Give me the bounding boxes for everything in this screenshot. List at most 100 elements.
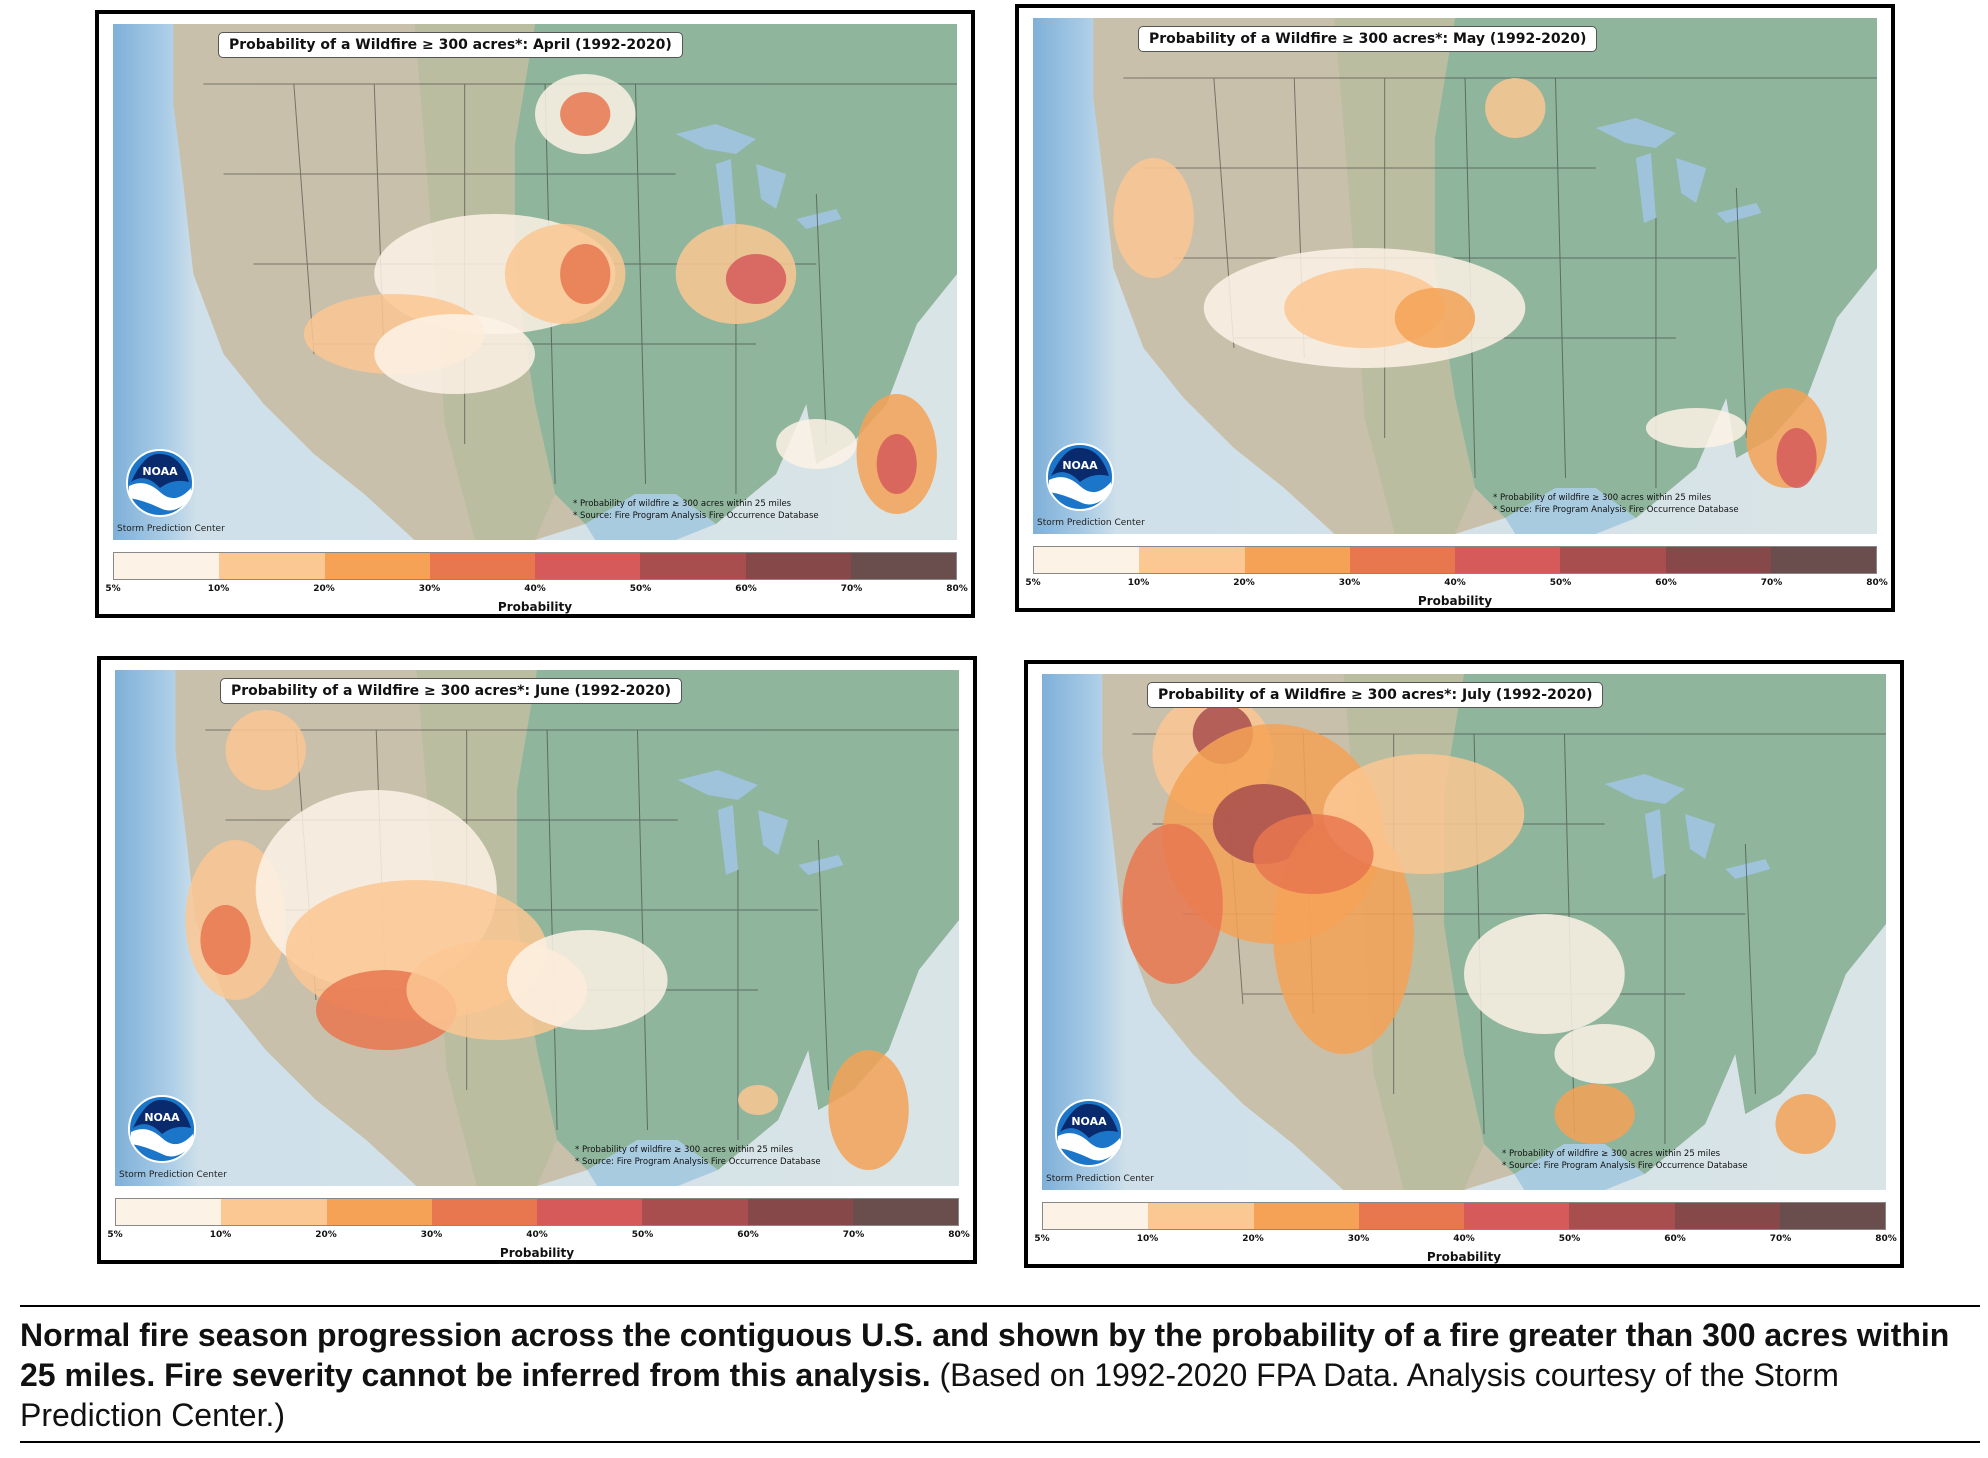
colorbar-tick-label: 5% — [1034, 1234, 1050, 1244]
colorbar-tick-label: 50% — [1558, 1234, 1581, 1244]
colorbar-tick-label: 80% — [1875, 1234, 1897, 1244]
noaa-logo: NOAA — [126, 449, 194, 517]
storm-prediction-center-label: Storm Prediction Center — [1037, 518, 1145, 528]
fire-probability-map: Probability of a Wildfire ≥ 300 acres*: … — [1042, 674, 1886, 1190]
footnote-probability: * Probability of wildfire ≥ 300 acres wi… — [1502, 1149, 1721, 1159]
colorbar-segment — [1464, 1203, 1570, 1229]
probability-area — [1323, 754, 1525, 874]
probability-overlay — [1122, 694, 1836, 1154]
map-title: Probability of a Wildfire ≥ 300 acres*: … — [220, 678, 683, 704]
probability-area — [828, 1050, 909, 1170]
colorbar-tick-label: 30% — [418, 584, 441, 594]
colorbar-segment — [852, 1199, 958, 1225]
colorbar-segment — [1455, 547, 1561, 573]
fire-probability-map: Probability of a Wildfire ≥ 300 acres*: … — [115, 670, 959, 1186]
colorbar-tick-label: 5% — [1025, 578, 1041, 588]
map-panel-4: Probability of a Wildfire ≥ 300 acres*: … — [1024, 660, 1904, 1268]
probability-area — [1113, 158, 1194, 278]
probability-area — [1776, 428, 1817, 488]
probability-area — [506, 930, 668, 1030]
colorbar-tick-label: 50% — [1549, 578, 1572, 588]
colorbar-ticks: 5% 10% 20% 30% 40% 50% 60% 70% 80% — [107, 1230, 969, 1244]
probability-area — [725, 254, 787, 304]
storm-prediction-center-label: Storm Prediction Center — [117, 524, 225, 534]
colorbar-segment — [114, 553, 220, 579]
svg-text:NOAA: NOAA — [144, 1111, 180, 1124]
colorbar-tick-label: 20% — [1242, 1234, 1264, 1244]
colorbar-tick-label: 30% — [420, 1230, 443, 1240]
map-panel-3: Probability of a Wildfire ≥ 300 acres*: … — [97, 656, 977, 1264]
colorbar-segment — [1148, 1203, 1254, 1229]
svg-text:NOAA: NOAA — [142, 465, 178, 478]
probability-overlay — [303, 74, 937, 514]
colorbar-segment — [1244, 547, 1350, 573]
svg-text:NOAA: NOAA — [1062, 459, 1098, 472]
colorbar-tick-label: 30% — [1347, 1234, 1370, 1244]
fire-probability-map: Probability of a Wildfire ≥ 300 acres*: … — [113, 24, 957, 540]
colorbar-segment — [431, 1199, 537, 1225]
footnote-source: * Source: Fire Program Analysis Fire Occ… — [575, 1157, 821, 1167]
colorbar-segment — [537, 1199, 643, 1225]
colorbar-ticks: 5% 10% 20% 30% 40% 50% 60% 70% 80% — [1025, 578, 1887, 592]
colorbar-segment — [1560, 547, 1666, 573]
probability-area — [1394, 288, 1476, 348]
map-footnote: * Probability of wildfire ≥ 300 acres wi… — [573, 498, 819, 522]
colorbar-tick-label: 30% — [1338, 578, 1361, 588]
colorbar-segment — [326, 1199, 432, 1225]
probability-area — [1645, 408, 1747, 448]
fire-probability-map: Probability of a Wildfire ≥ 300 acres*: … — [1033, 18, 1877, 534]
colorbar-tick-label: 50% — [629, 584, 652, 594]
colorbar-segment — [219, 553, 325, 579]
colorbar-segment — [745, 553, 851, 579]
colorbar-segment — [642, 1199, 748, 1225]
colorbar-segment — [1253, 1203, 1359, 1229]
noaa-logo: NOAA — [128, 1095, 196, 1163]
probability-area — [776, 419, 857, 469]
map-footnote: * Probability of wildfire ≥ 300 acres wi… — [575, 1144, 821, 1168]
colorbar-tick-label: 70% — [842, 1230, 865, 1240]
colorbar-segment — [1043, 1203, 1149, 1229]
colorbar-segment — [429, 553, 535, 579]
colorbar-tick-label: 60% — [1655, 578, 1677, 588]
probability-area — [1554, 1024, 1655, 1084]
colorbar-segment — [116, 1199, 222, 1225]
probability-area — [1464, 914, 1625, 1034]
colorbar-tick-label: 40% — [526, 1230, 548, 1240]
colorbar-segment — [1349, 547, 1455, 573]
colorbar-label: Probability — [497, 600, 573, 614]
colorbar-tick-label: 60% — [737, 1230, 759, 1240]
noaa-logo: NOAA — [1055, 1099, 1123, 1167]
colorbar-segment — [1358, 1203, 1464, 1229]
colorbar-tick-label: 5% — [107, 1230, 123, 1240]
colorbar-segment — [1779, 1203, 1885, 1229]
colorbar-segment — [1139, 547, 1245, 573]
probability-area — [1253, 814, 1374, 894]
probability-overlay — [185, 710, 909, 1170]
map-panel-1: Probability of a Wildfire ≥ 300 acres*: … — [95, 10, 975, 618]
colorbar — [113, 552, 957, 580]
colorbar-tick-label: 70% — [840, 584, 863, 594]
probability-area — [1554, 1084, 1635, 1144]
colorbar-segment — [1569, 1203, 1675, 1229]
colorbar-tick-label: 70% — [1769, 1234, 1792, 1244]
colorbar — [1033, 546, 1877, 574]
colorbar-label: Probability — [499, 1246, 575, 1260]
probability-area — [560, 244, 611, 304]
colorbar-tick-label: 10% — [1127, 578, 1150, 588]
colorbar-tick-label: 40% — [1444, 578, 1466, 588]
colorbar — [115, 1198, 959, 1226]
colorbar-tick-label: 40% — [1453, 1234, 1475, 1244]
caption-bold: Normal fire season progression across th… — [20, 1317, 1950, 1393]
colorbar-segment — [640, 553, 746, 579]
colorbar-tick-label: 10% — [207, 584, 230, 594]
noaa-logo: NOAA — [1046, 443, 1114, 511]
map-title: Probability of a Wildfire ≥ 300 acres*: … — [1138, 26, 1598, 52]
colorbar-segment — [324, 553, 430, 579]
probability-area — [560, 92, 611, 136]
footnote-probability: * Probability of wildfire ≥ 300 acres wi… — [575, 1145, 794, 1155]
colorbar-segment — [221, 1199, 327, 1225]
colorbar-segment — [535, 553, 641, 579]
colorbar-segment — [747, 1199, 853, 1225]
map-title: Probability of a Wildfire ≥ 300 acres*: … — [1147, 682, 1604, 708]
colorbar-tick-label: 60% — [735, 584, 757, 594]
